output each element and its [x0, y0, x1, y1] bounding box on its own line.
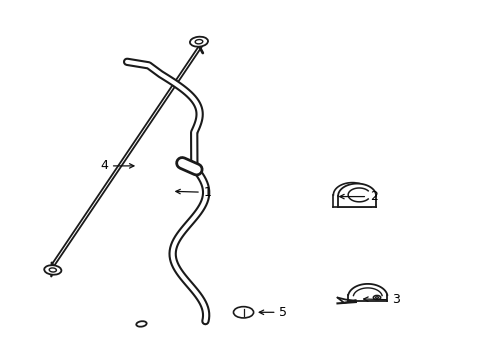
Text: 5: 5 [259, 306, 287, 319]
Ellipse shape [233, 307, 253, 318]
Ellipse shape [44, 265, 61, 275]
Text: 2: 2 [339, 190, 377, 203]
Text: 4: 4 [100, 159, 134, 172]
Ellipse shape [372, 296, 380, 300]
Ellipse shape [49, 268, 56, 272]
Ellipse shape [136, 321, 146, 327]
Ellipse shape [375, 297, 378, 298]
Ellipse shape [195, 40, 203, 44]
Polygon shape [337, 184, 375, 207]
Text: 1: 1 [176, 186, 211, 199]
Ellipse shape [189, 37, 207, 47]
Text: 3: 3 [363, 293, 399, 306]
